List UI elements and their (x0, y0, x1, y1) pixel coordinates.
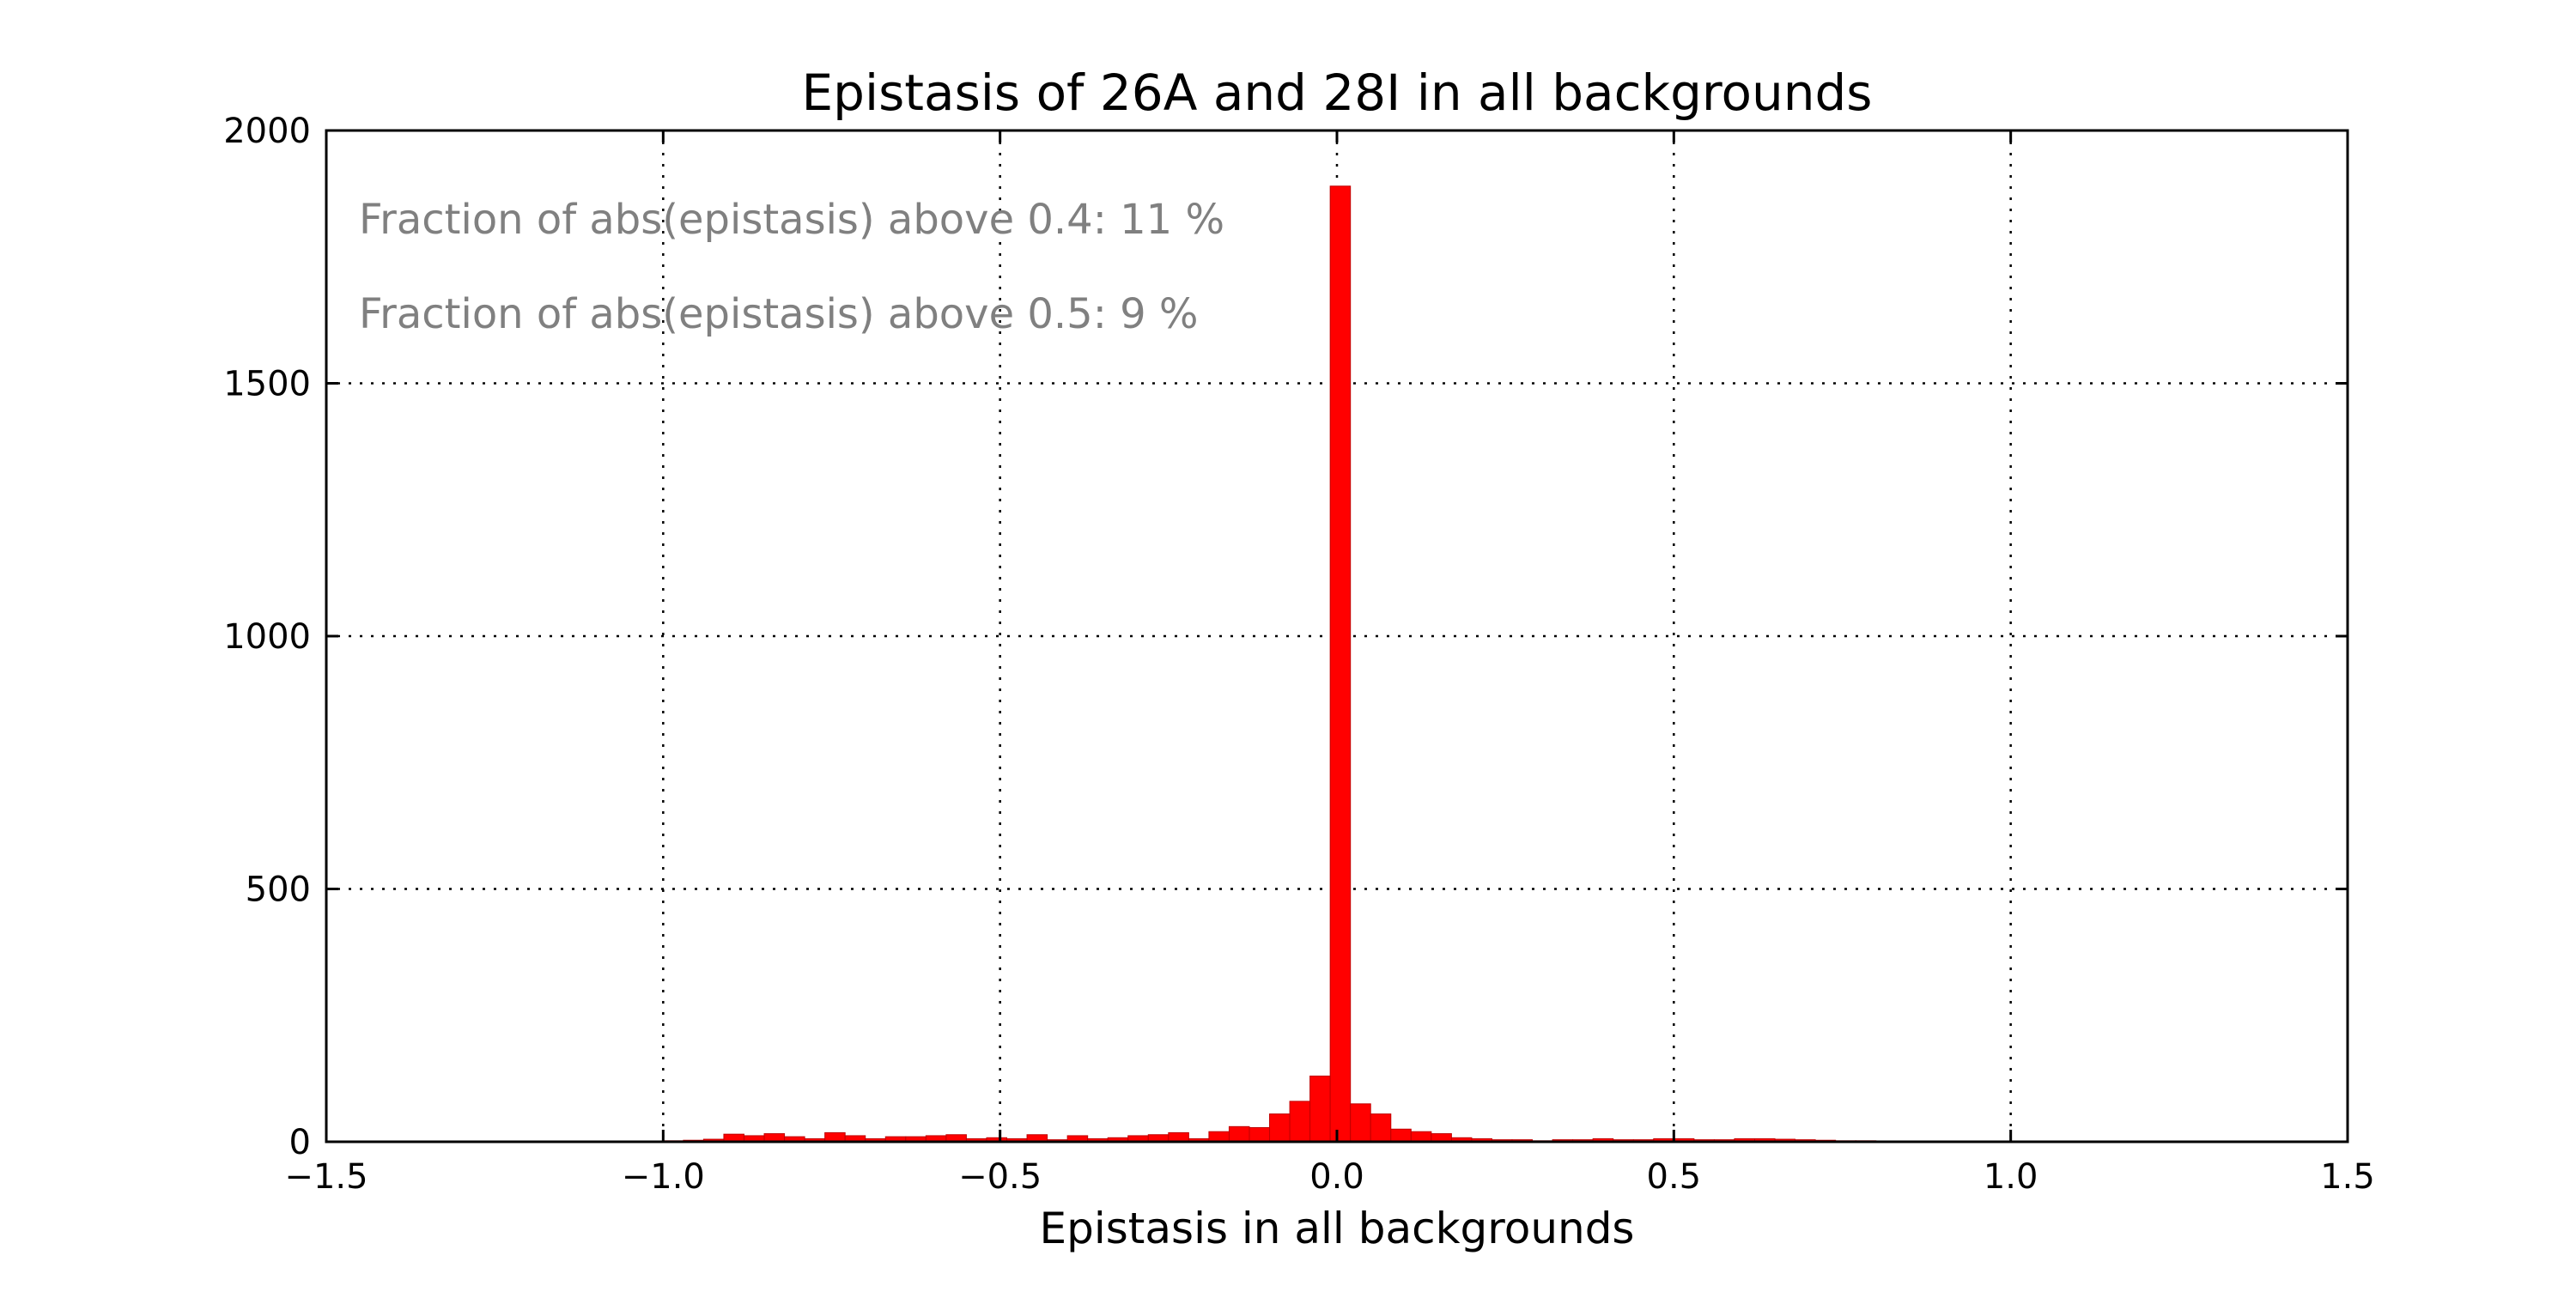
histogram-bar-37 (1410, 1131, 1432, 1143)
annotation-fraction-above-0-5: Fraction of abs(epistasis) above 0.5: 9 … (359, 290, 1199, 338)
histogram-bar-28 (1228, 1125, 1250, 1143)
y-tick-labels: 0 500 1000 1500 2000 (223, 112, 311, 1162)
x-tick-label-4: 0.5 (1647, 1157, 1702, 1197)
x-tick-label-5: 1.0 (1984, 1157, 2038, 1197)
histogram-bar-30 (1269, 1113, 1291, 1143)
histogram-bar-29 (1249, 1127, 1271, 1143)
x-tick-label-6: 1.5 (2320, 1157, 2375, 1197)
axis-ticks (325, 129, 2349, 1143)
histogram-bar-32 (1309, 1075, 1331, 1143)
annotation-fraction-above-0-4: Fraction of abs(epistasis) above 0.4: 11… (359, 196, 1224, 244)
histogram-bar-33 (1329, 185, 1352, 1143)
x-tick-labels: −1.5 −1.0 −0.5 0.0 0.5 1.0 1.5 (284, 1157, 2374, 1197)
x-tick-label-2: −0.5 (958, 1157, 1042, 1197)
y-tick-label-0: 0 (289, 1123, 311, 1162)
histogram-bars (662, 185, 1877, 1143)
y-tick-label-4: 2000 (223, 112, 311, 151)
x-tick-label-0: −1.5 (284, 1157, 368, 1197)
y-tick-label-2: 1000 (223, 617, 311, 657)
x-axis-label: Epistasis in all backgrounds (1040, 1204, 1635, 1253)
histogram-bar-31 (1289, 1101, 1311, 1143)
chart-title: Epistasis of 26A and 28I in all backgrou… (802, 64, 1873, 122)
x-tick-label-3: 0.0 (1309, 1157, 1364, 1197)
histogram-bar-27 (1208, 1131, 1230, 1143)
y-tick-label-1: 500 (246, 870, 311, 910)
x-tick-label-1: −1.0 (622, 1157, 705, 1197)
histogram-bar-36 (1390, 1128, 1412, 1143)
histogram-bar-8 (824, 1131, 846, 1143)
histogram-bar-34 (1350, 1103, 1371, 1143)
histogram-bar-25 (1168, 1131, 1189, 1143)
histogram-bar-35 (1370, 1113, 1392, 1143)
y-tick-label-3: 1500 (223, 365, 311, 404)
